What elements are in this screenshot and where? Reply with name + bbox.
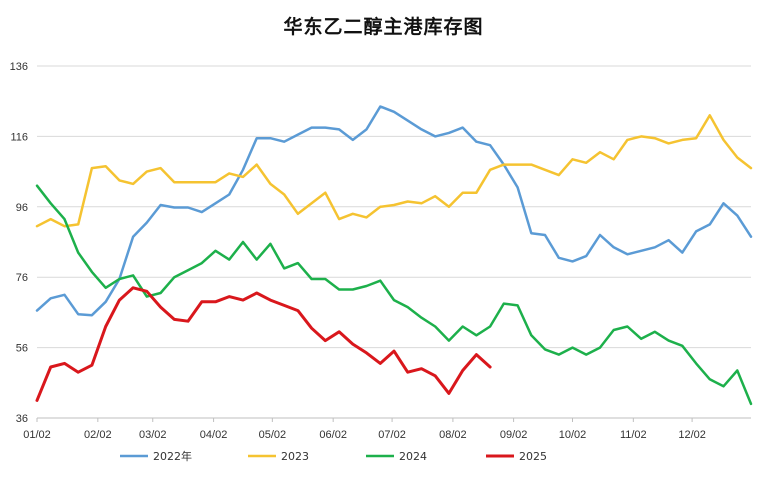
y-tick-label: 76 xyxy=(16,272,28,284)
y-tick-label: 116 xyxy=(10,131,28,143)
y-tick-label: 36 xyxy=(16,413,28,425)
legend-label: 2025 xyxy=(519,450,547,463)
y-tick-label: 96 xyxy=(16,202,28,214)
series-line-2024 xyxy=(35,184,753,406)
y-tick-label: 56 xyxy=(16,343,28,355)
x-tick-label: 12/02 xyxy=(678,429,706,441)
x-tick-label: 08/02 xyxy=(439,429,467,441)
series-line-2025 xyxy=(35,286,492,402)
axes xyxy=(36,417,751,422)
y-tick-labels: 36 56 76 96 116 136 xyxy=(10,61,28,425)
series-lines xyxy=(35,105,753,406)
x-tick-label: 11/02 xyxy=(620,429,647,441)
series-line-2022年 xyxy=(35,105,753,317)
x-tick-label: 02/02 xyxy=(84,429,112,441)
legend-label: 2022年 xyxy=(153,449,192,463)
x-tick-label: 06/02 xyxy=(319,429,347,441)
series-line-2023 xyxy=(35,114,753,228)
legend-label: 2024 xyxy=(399,450,427,463)
x-tick-labels: 01/02 02/02 03/02 04/02 05/02 06/02 07/02 08/02… xyxy=(23,429,706,441)
grid-lines xyxy=(37,65,751,349)
y-tick-label: 136 xyxy=(10,61,28,73)
x-tick-label: 05/02 xyxy=(259,429,287,441)
x-tick-label: 07/02 xyxy=(378,429,406,441)
chart-title: 华东乙二醇主港库存图 xyxy=(283,16,484,38)
x-tick-label: 03/02 xyxy=(139,429,167,441)
x-tick-label: 04/02 xyxy=(200,429,228,441)
x-tick-label: 10/02 xyxy=(559,429,587,441)
legend: 2022年 2023 2024 2025 xyxy=(120,449,547,463)
x-tick-label: 01/02 xyxy=(23,429,51,441)
legend-label: 2023 xyxy=(281,450,309,463)
x-tick-label: 09/02 xyxy=(500,429,528,441)
